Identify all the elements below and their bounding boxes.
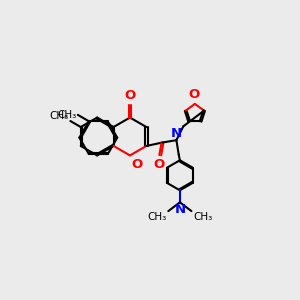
Text: O: O <box>153 158 165 170</box>
Text: CH₃: CH₃ <box>193 212 212 222</box>
Text: N: N <box>171 127 182 140</box>
Text: CH₃: CH₃ <box>57 110 77 120</box>
Text: CH₃: CH₃ <box>147 212 167 222</box>
Text: O: O <box>132 158 143 171</box>
Text: O: O <box>188 88 199 101</box>
Text: O: O <box>124 89 136 102</box>
Text: N: N <box>174 203 185 217</box>
Text: CH₃: CH₃ <box>50 110 69 121</box>
